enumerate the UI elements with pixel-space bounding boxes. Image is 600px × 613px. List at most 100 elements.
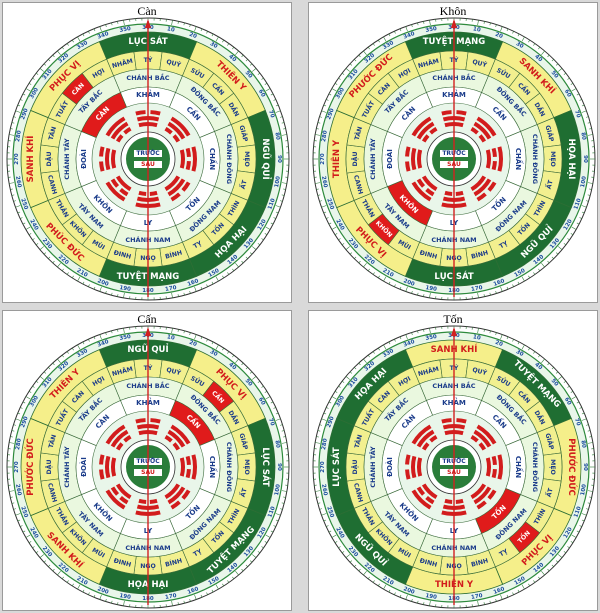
degree-label: 100: [274, 484, 282, 497]
degree-tick: [17, 412, 21, 415]
degree-tick: [32, 546, 35, 549]
trigram-bar: [164, 434, 173, 443]
degree-label: 280: [15, 438, 23, 451]
degree-tick: [316, 496, 319, 498]
degree-tick: [576, 401, 580, 404]
trigram-bar: [497, 146, 503, 172]
degree-label: 260: [320, 484, 328, 497]
degree-tick: [281, 442, 287, 444]
degree-tick: [571, 534, 577, 538]
degree-tick: [35, 72, 39, 75]
degree-label: 160: [493, 278, 506, 288]
trigram-bar: [429, 126, 438, 135]
degree-tick: [377, 39, 380, 43]
trigram-bar: [170, 424, 191, 445]
trigram-bar: [110, 178, 120, 188]
degree-tick: [241, 568, 244, 572]
degree-tick: [405, 594, 408, 600]
mountain-label: DẬU: [44, 152, 53, 167]
degree-tick: [555, 63, 559, 66]
degree-label: 50: [550, 70, 560, 80]
degree-label: 280: [321, 438, 329, 451]
degree-label: 30: [209, 41, 219, 50]
mountain-label: ĐINH: [419, 557, 438, 568]
degree-tick: [66, 272, 69, 275]
degree-tick: [275, 110, 281, 113]
degree-label: 60: [563, 89, 572, 99]
degree-tick: [528, 583, 531, 587]
degree-tick: [245, 367, 248, 370]
trigram-bar: [491, 147, 497, 157]
degree-tick: [587, 122, 591, 124]
degree-label: 50: [244, 70, 254, 80]
trigram-bar: [164, 126, 173, 135]
degree-tick: [117, 21, 119, 24]
mountain-label: TỴ: [498, 240, 509, 251]
mountain-label: ĐINH: [113, 557, 132, 568]
degree-label: 20: [494, 340, 503, 348]
trigram-bar: [99, 454, 105, 465]
degree-tick: [183, 22, 185, 26]
degree-label: 290: [326, 416, 336, 429]
trigram-bar: [411, 489, 432, 510]
degree-label: 60: [257, 89, 266, 99]
degree-tick: [579, 525, 582, 527]
degree-tick: [57, 358, 61, 364]
bat-trach-compass: 3601020304050607080901001101201301401501…: [312, 325, 596, 609]
degree-tick: [405, 286, 408, 292]
trigram-bar: [115, 483, 132, 500]
trigram-bar: [170, 192, 181, 202]
degree-tick: [429, 292, 431, 298]
degree-label: 190: [119, 285, 132, 293]
degree-tick: [394, 339, 396, 342]
degree-tick: [317, 502, 321, 504]
degree-label: 340: [97, 31, 110, 41]
degree-tick: [9, 182, 15, 184]
degree-tick: [358, 568, 361, 572]
degree-tick: [571, 226, 577, 230]
trigram-bar: [455, 190, 464, 196]
degree-label: 260: [320, 176, 328, 189]
degree-tick: [538, 354, 541, 358]
trigram-bar: [105, 116, 126, 137]
trigram-bar: [421, 134, 430, 143]
degree-tick: [241, 260, 244, 264]
degree-tick: [328, 401, 332, 404]
trigram-bar: [411, 147, 417, 171]
degree-tick: [194, 286, 197, 292]
degree-tick: [557, 68, 563, 72]
trigram-bar: [105, 181, 126, 202]
degree-tick: [541, 570, 545, 576]
degree-label: 170: [471, 593, 484, 601]
degree-tick: [521, 36, 525, 42]
degree-tick: [517, 281, 520, 285]
degree-label: 200: [96, 586, 109, 596]
panel-title: Tốn: [443, 312, 463, 326]
trigram-bar: [110, 486, 120, 496]
trigram-bar: [167, 178, 186, 197]
degree-tick: [587, 134, 593, 136]
degree-tick: [261, 546, 264, 549]
degree-tick: [77, 584, 81, 590]
degree-tick: [11, 430, 15, 432]
degree-tick: [557, 554, 563, 558]
trigram-bar: [115, 442, 124, 451]
degree-tick: [587, 502, 591, 504]
trigram-bar: [110, 121, 129, 140]
degree-tick: [331, 226, 337, 230]
degree-tick: [183, 292, 185, 296]
mountain-label: MẸO: [549, 459, 556, 475]
trigram-bar: [425, 187, 435, 197]
degree-tick: [9, 490, 15, 492]
degree-tick: [117, 602, 119, 605]
degree-tick: [25, 226, 31, 230]
trigram-bar: [185, 147, 191, 157]
panel-title: Khôn: [439, 4, 467, 18]
degree-tick: [321, 205, 327, 208]
degree-tick: [483, 294, 485, 297]
degree-label: 10: [472, 334, 481, 341]
degree-tick: [372, 351, 375, 354]
degree-tick: [273, 407, 276, 409]
degree-tick: [222, 347, 225, 351]
degree-tick: [367, 354, 370, 358]
